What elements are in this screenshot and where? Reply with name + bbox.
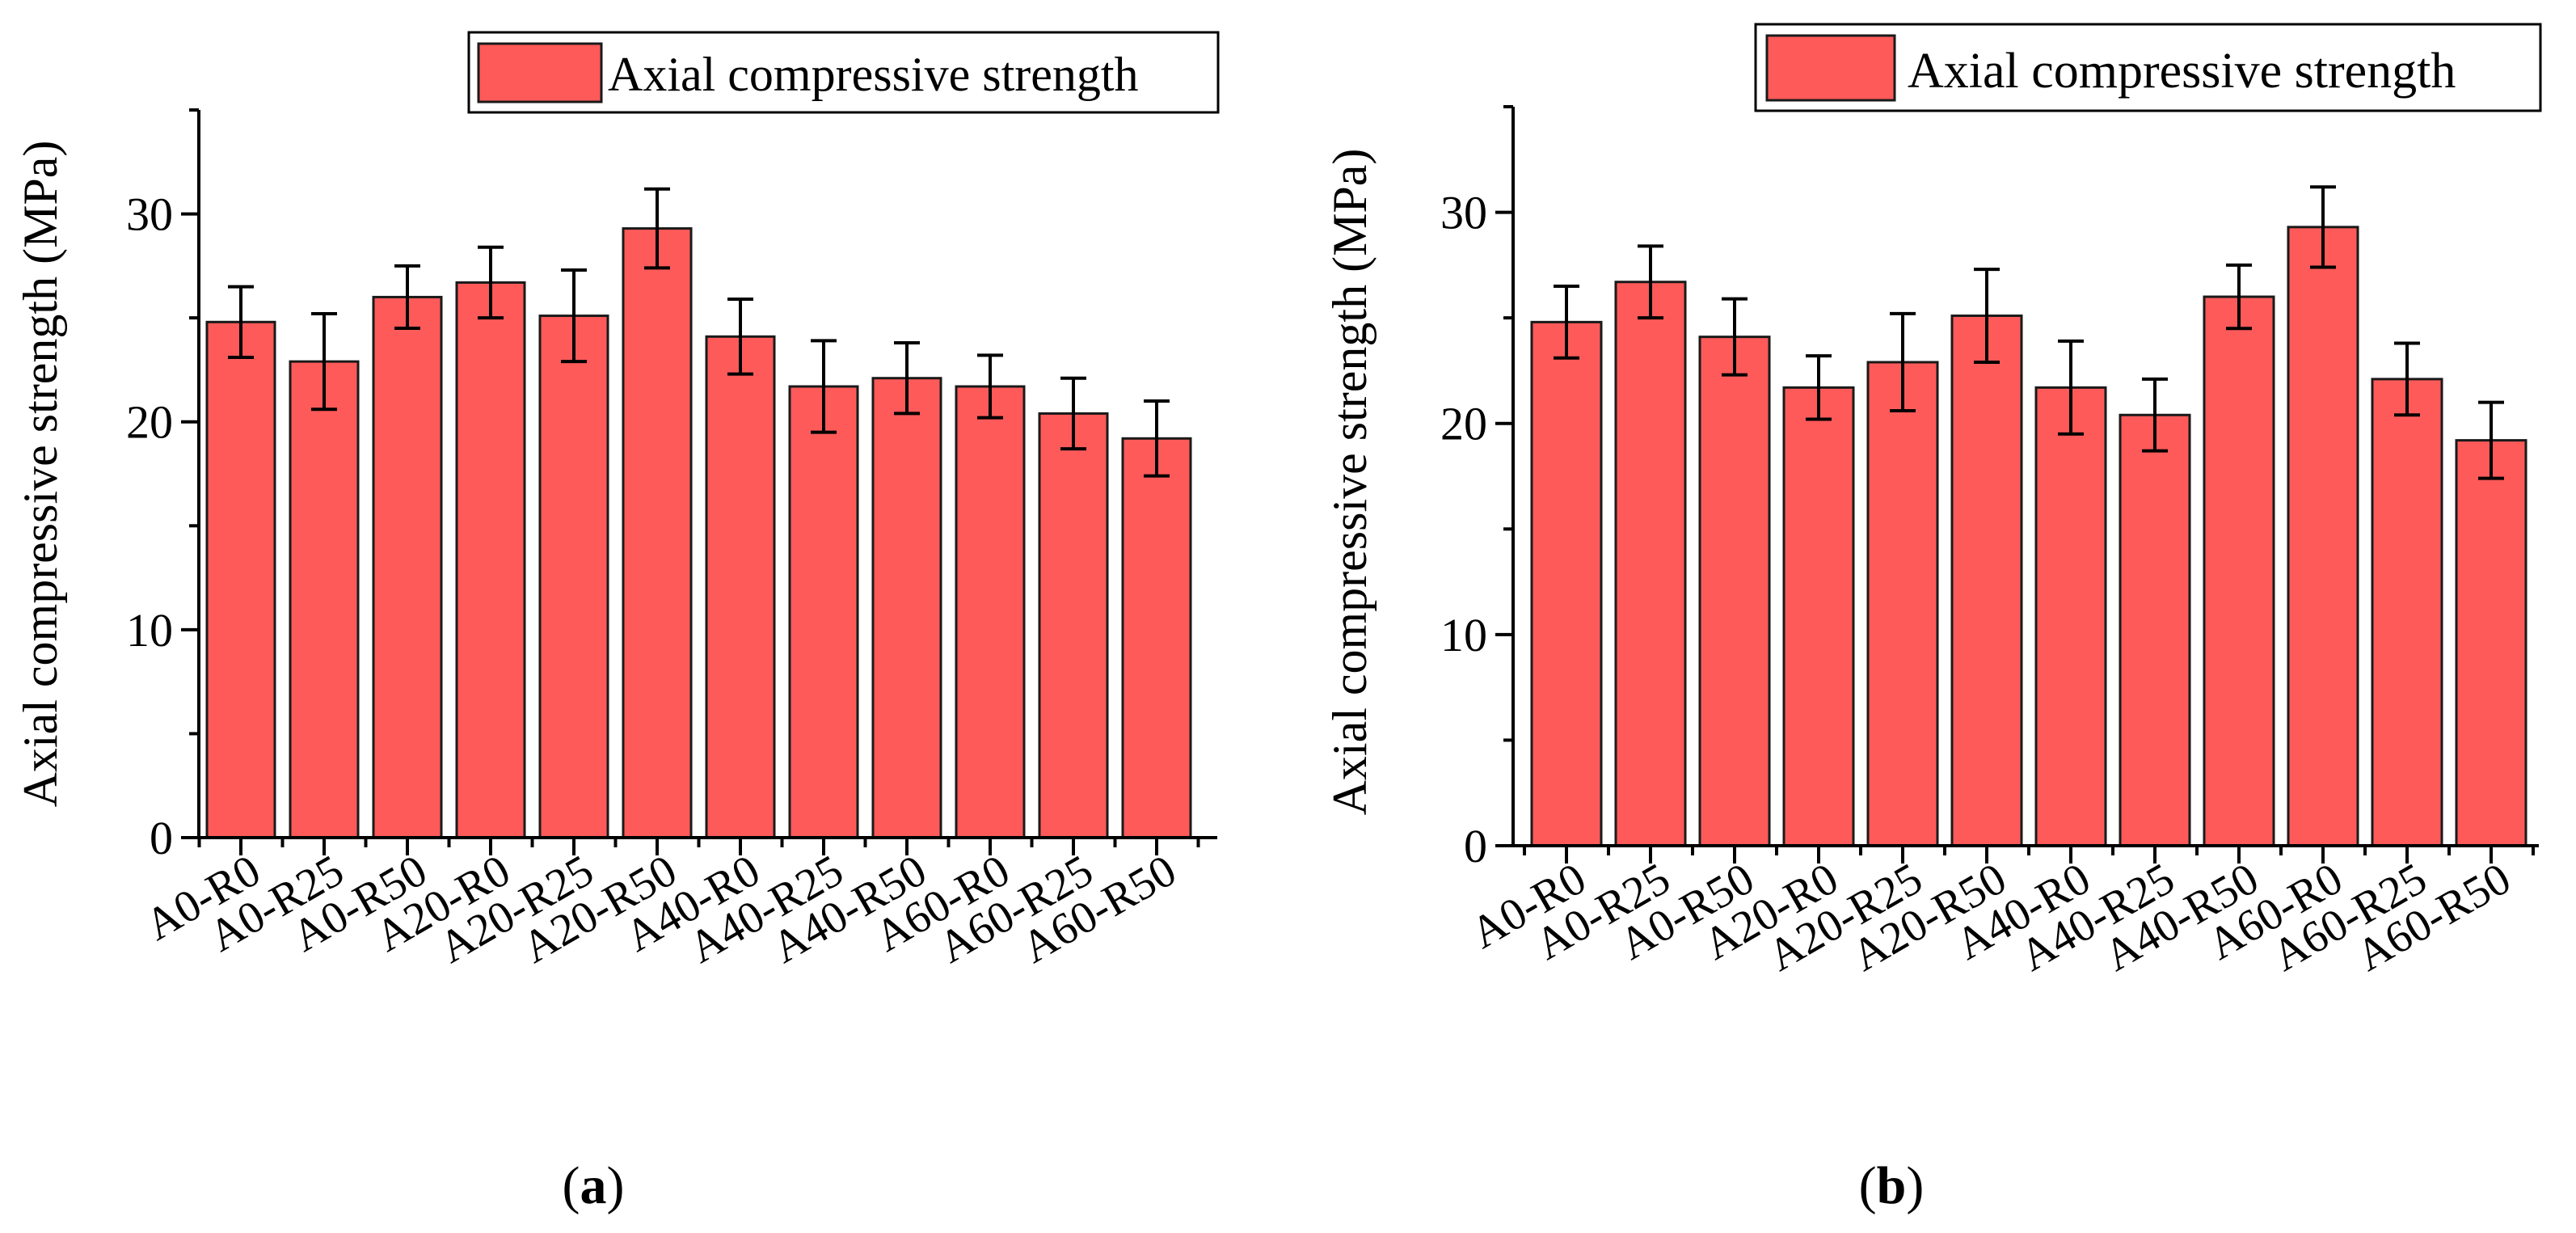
error-bar-group: [1554, 185, 2504, 480]
y-axis-label: Axial compressive strength (MPa): [14, 141, 67, 808]
legend: Axial compressive strength: [1754, 23, 2542, 112]
y-tick-label: 20: [126, 396, 173, 449]
legend-label: Axial compressive strength: [608, 48, 1139, 101]
legend-swatch: [1765, 34, 1896, 102]
bar: [2287, 226, 2359, 847]
bar: [1866, 361, 1939, 847]
bar: [871, 377, 942, 839]
y-tick-group: 0 10 20 30: [1440, 105, 1513, 872]
panel-label-a: (a): [563, 1156, 625, 1215]
bar-group: [1530, 226, 2528, 847]
y-tick-label: 0: [150, 812, 173, 864]
y-tick-label: 30: [126, 188, 173, 241]
y-tick-label: 0: [1464, 820, 1487, 872]
bar: [788, 385, 859, 839]
bar: [2119, 413, 2191, 847]
bar: [2203, 295, 2275, 847]
bar: [455, 281, 526, 839]
bar: [1698, 336, 1771, 847]
chart-panel-b: 0 10 20 30 A0-R0A0-R25A0-R50A20-R0A20-R25A2…: [1323, 23, 2542, 1215]
y-axis-label: Axial compressive strength (MPa): [1323, 149, 1377, 816]
bar: [205, 320, 276, 839]
x-tick-group: A0-R0A0-R25A0-R50A20-R0A20-R25A20-R50A40…: [137, 838, 1200, 973]
bar: [1530, 320, 1603, 847]
panel-label-b: (b): [1859, 1156, 1925, 1215]
bar: [1782, 386, 1855, 847]
legend-swatch: [477, 42, 603, 103]
bar: [372, 295, 443, 839]
y-tick-label: 10: [126, 604, 173, 657]
y-tick-group: 0 10 20 30: [126, 108, 199, 864]
legend: Axial compressive strength: [467, 31, 1220, 114]
bar: [622, 227, 693, 839]
bar: [2371, 378, 2443, 847]
bar-group: [205, 227, 1192, 839]
bar: [1121, 437, 1192, 839]
bar: [955, 385, 1026, 839]
bar: [2455, 439, 2528, 847]
bar: [705, 335, 776, 839]
bar: [1614, 281, 1687, 847]
y-tick-label: 20: [1440, 398, 1487, 450]
legend-label: Axial compressive strength: [1908, 44, 2456, 99]
y-tick-label: 10: [1440, 609, 1487, 661]
bar: [2034, 386, 2107, 847]
bar: [1950, 315, 2023, 847]
bar: [1038, 412, 1109, 839]
bar: [538, 315, 609, 839]
panel-letter: b: [1877, 1156, 1907, 1215]
chart-panel-a: 0 10 20 30 A0-R0A0-R25A0-R50A20-R0A20-R25A2…: [14, 31, 1220, 1215]
y-tick-label: 30: [1440, 187, 1487, 239]
panel-letter: a: [580, 1156, 607, 1215]
x-tick-group: A0-R0A0-R25A0-R50A20-R0A20-R25A20-R50A40…: [1462, 846, 2535, 981]
bar: [289, 360, 360, 839]
error-bar-group: [228, 187, 1170, 478]
